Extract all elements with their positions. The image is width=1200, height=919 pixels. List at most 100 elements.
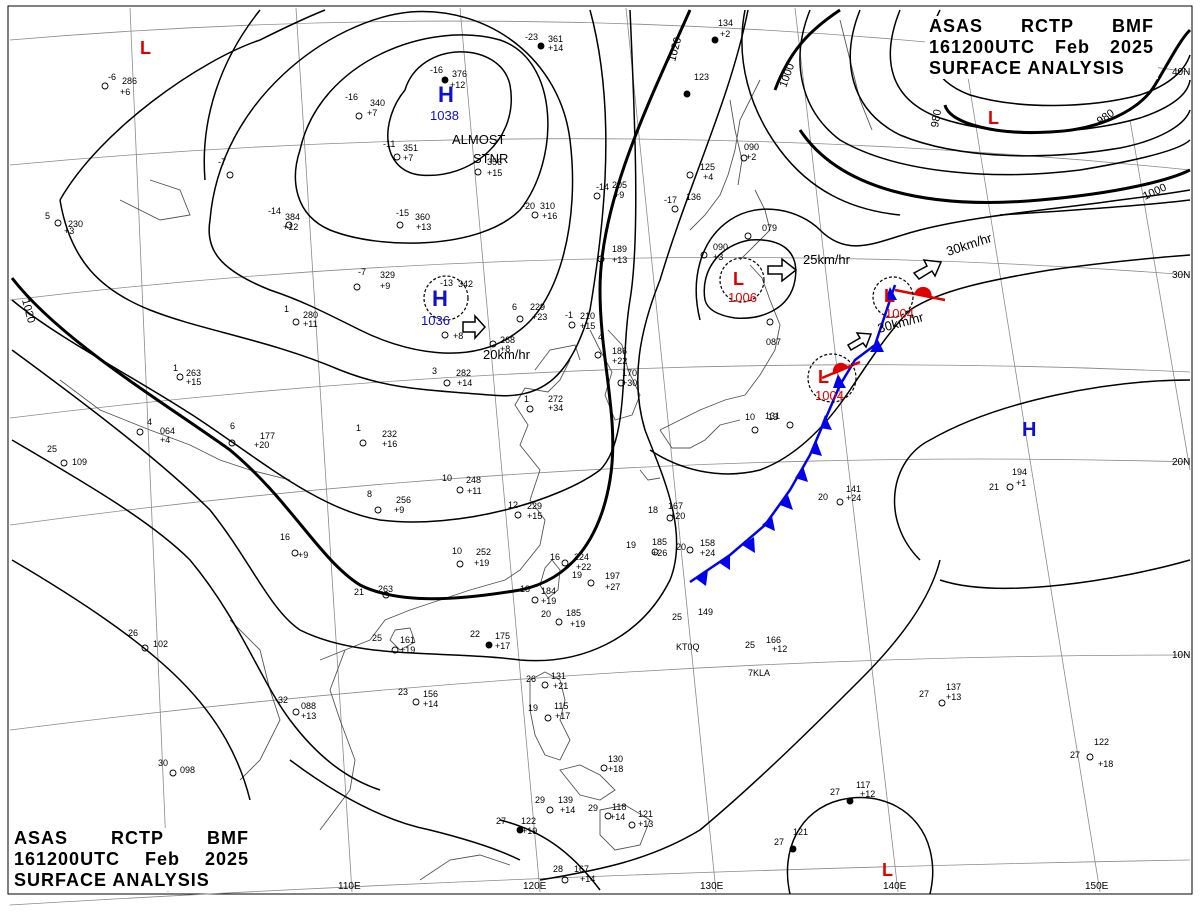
cold-front-triangles bbox=[695, 287, 897, 586]
station-value: +12 bbox=[860, 789, 875, 799]
station-value: +27 bbox=[605, 582, 620, 592]
station-value: 109 bbox=[72, 457, 87, 467]
coast-gobi bbox=[119, 179, 191, 221]
low-ring-1 bbox=[719, 257, 765, 303]
station-value: 252 bbox=[476, 547, 491, 557]
lat-line-mid2 bbox=[9, 364, 1191, 419]
station-value: +26 bbox=[652, 548, 667, 558]
station-value: +14 bbox=[548, 43, 563, 53]
station-value: 064 bbox=[160, 426, 175, 436]
station-value: 177 bbox=[260, 431, 275, 441]
station-value: 149 bbox=[698, 607, 713, 617]
station-value: +16 bbox=[542, 211, 557, 221]
coordinate-labels: 40N 30N 20N 10N 110E 120E 130E 140E 150E bbox=[338, 67, 1190, 892]
header-year: 2025 bbox=[1109, 37, 1154, 57]
station-value: 115 bbox=[554, 701, 568, 711]
movement-speed: 25km/hr bbox=[803, 252, 851, 267]
coast-visayas bbox=[559, 764, 616, 801]
coast-luzon bbox=[529, 671, 571, 761]
station-value: 10 bbox=[442, 473, 452, 483]
station-value: 29 bbox=[535, 795, 545, 805]
isobar-1004 bbox=[741, 9, 1191, 216]
station-value: 1 bbox=[173, 363, 178, 373]
station-value: 26 bbox=[526, 674, 536, 684]
station-value: 156 bbox=[423, 689, 438, 699]
station-value: 268 bbox=[500, 335, 515, 345]
isobar-high-east bbox=[893, 379, 1191, 590]
station-value: 20 bbox=[541, 609, 551, 619]
station-value: -16 bbox=[430, 65, 443, 75]
station-value: +2 bbox=[720, 29, 730, 39]
station-value: 118 bbox=[612, 802, 626, 812]
high-center-1038: H bbox=[438, 82, 454, 107]
station-value: 079 bbox=[762, 223, 777, 233]
high-pressure-value: 1038 bbox=[430, 108, 459, 123]
station-value: +4 bbox=[160, 435, 170, 445]
low-pressure-value: 1006 bbox=[728, 290, 757, 305]
station-value: 6 bbox=[230, 421, 235, 431]
station-value: 136 bbox=[686, 192, 701, 202]
header-station: RCTP bbox=[111, 828, 164, 848]
station-value: 12 bbox=[508, 500, 518, 510]
station-value: 134 bbox=[718, 18, 733, 28]
station-value: +20 bbox=[254, 440, 269, 450]
header-station: RCTP bbox=[1021, 16, 1074, 36]
station-id: KT0Q bbox=[676, 642, 700, 652]
station-value: -14 bbox=[596, 182, 609, 192]
lat-line-0 bbox=[9, 859, 1191, 906]
station-value: +8 bbox=[500, 344, 510, 354]
station-value: +4 bbox=[703, 172, 713, 182]
station-value: +22 bbox=[576, 562, 591, 572]
station-value: +9 bbox=[614, 190, 624, 200]
station-value: 088 bbox=[301, 701, 316, 711]
coast-china-east bbox=[319, 359, 571, 661]
coast-hainan bbox=[389, 627, 416, 651]
lon-label: 110E bbox=[338, 881, 361, 892]
coast-bohai bbox=[534, 344, 581, 371]
station-value: 205 bbox=[612, 180, 627, 190]
isobar-1028 bbox=[59, 9, 607, 397]
lat-line-30n bbox=[9, 257, 1191, 301]
station-symbols bbox=[54, 36, 1094, 884]
station-value: +19 bbox=[522, 826, 537, 836]
station-value: 184 bbox=[541, 586, 556, 596]
station-value: 26 bbox=[128, 628, 138, 638]
lon-line-100e bbox=[129, 7, 169, 893]
station-value: 8 bbox=[367, 489, 372, 499]
station-value: +1 bbox=[1016, 478, 1026, 488]
station-value: 167 bbox=[668, 501, 683, 511]
coast-japan-kyushu bbox=[659, 264, 781, 431]
coast-russia bbox=[689, 79, 761, 231]
station-value: 229 bbox=[527, 501, 542, 511]
low-pressure-value: 1004 bbox=[815, 388, 844, 403]
lat-label: 10N bbox=[1172, 650, 1190, 661]
coast-vietnam bbox=[319, 649, 356, 831]
station-value: 232 bbox=[382, 429, 397, 439]
station-value: 186 bbox=[612, 346, 627, 356]
station-value: 29 bbox=[588, 803, 598, 813]
station-value: +30 bbox=[622, 378, 637, 388]
station-value: 25 bbox=[47, 444, 57, 454]
station-value: 170 bbox=[622, 368, 637, 378]
lat-label: 40N bbox=[1172, 67, 1190, 78]
isobar-frontal bbox=[649, 254, 1191, 475]
lon-line-110e bbox=[295, 7, 353, 893]
header-time: 161200UTC bbox=[929, 37, 1036, 57]
station-value: 122 bbox=[1094, 737, 1109, 747]
high-ring-1036 bbox=[423, 275, 469, 321]
station-value: 224 bbox=[574, 552, 589, 562]
station-value: +3 bbox=[64, 226, 74, 236]
isobar-1008b bbox=[289, 759, 521, 861]
station-value: 13 bbox=[768, 412, 778, 422]
station-value: 137 bbox=[946, 682, 961, 692]
station-value: 087 bbox=[766, 337, 781, 347]
station-value: 185 bbox=[652, 537, 667, 547]
move-arrow-1004b bbox=[912, 259, 943, 280]
isobar-1012-low bbox=[703, 239, 797, 319]
header-code: BMF bbox=[1111, 16, 1154, 36]
station-value: +19 bbox=[570, 619, 585, 629]
station-value: 10 bbox=[745, 412, 755, 422]
high-pressure-value: 1036 bbox=[421, 313, 450, 328]
coast-hokkaido bbox=[739, 189, 771, 261]
lon-line-150e bbox=[961, 39, 1101, 893]
